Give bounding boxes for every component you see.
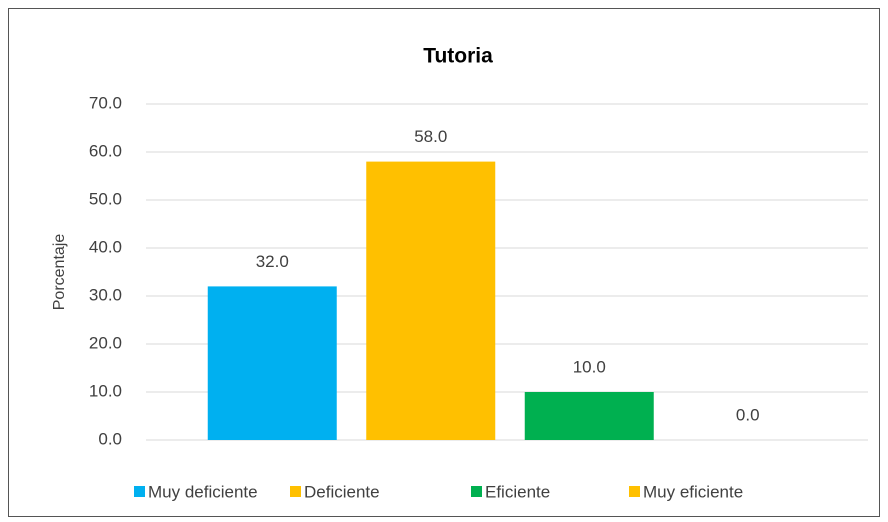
legend-label: Eficiente: [485, 482, 550, 501]
chart-title: Tutoria: [423, 45, 493, 68]
legend-label: Muy eficiente: [643, 482, 743, 501]
y-axis-label: Porcentaje: [51, 234, 68, 311]
y-tick-label: 60.0: [89, 141, 122, 160]
y-tick-label: 0.0: [98, 429, 122, 448]
data-label: 10.0: [573, 357, 606, 376]
y-tick-label: 70.0: [89, 93, 122, 112]
y-tick-label: 30.0: [89, 285, 122, 304]
legend-swatch: [134, 486, 145, 497]
y-tick-label: 40.0: [89, 237, 122, 256]
bar: [207, 286, 337, 440]
bar: [366, 161, 496, 440]
y-tick-label: 50.0: [89, 189, 122, 208]
legend-label: Muy deficiente: [148, 482, 258, 501]
data-label: 32.0: [256, 252, 289, 271]
bar: [524, 392, 654, 440]
y-tick-label: 20.0: [89, 333, 122, 352]
data-label: 58.0: [414, 127, 447, 146]
legend-swatch: [629, 486, 640, 497]
legend-swatch: [471, 486, 482, 497]
data-label: 0.0: [736, 405, 760, 424]
legend-swatch: [290, 486, 301, 497]
legend-label: Deficiente: [304, 482, 380, 501]
y-tick-label: 10.0: [89, 381, 122, 400]
